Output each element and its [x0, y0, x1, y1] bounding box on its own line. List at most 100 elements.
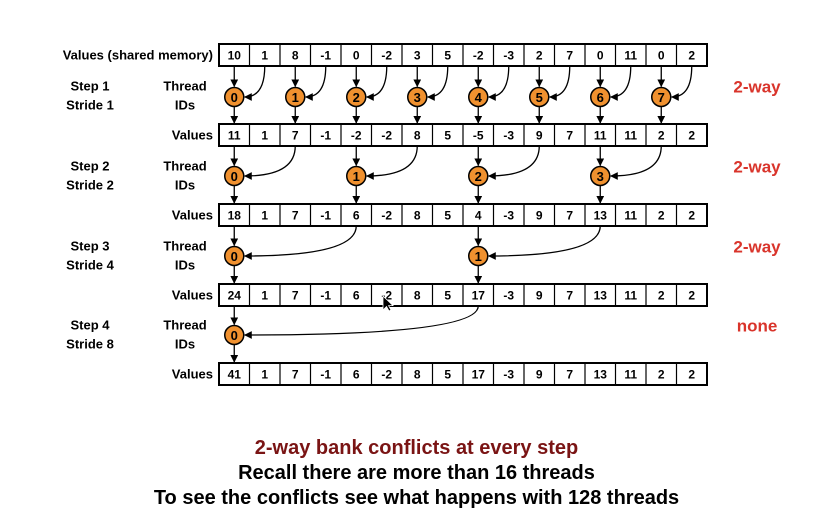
thread-id: 4	[475, 90, 483, 105]
value-cell: 13	[594, 368, 608, 382]
value-cell: -3	[503, 289, 514, 303]
conflict-label: 2-way	[733, 78, 781, 97]
value-cell: 5	[444, 289, 451, 303]
value-cell: 2	[658, 209, 665, 223]
thread-id: 0	[231, 249, 238, 264]
value-cell: 6	[353, 368, 360, 382]
value-cell: 2	[658, 289, 665, 303]
source-arrow	[670, 65, 693, 101]
value-cell: 5	[444, 129, 451, 143]
value-cell: 9	[536, 368, 543, 382]
thread-id: 0	[231, 328, 238, 343]
value-cell: 2	[536, 49, 543, 63]
thread-id: 0	[231, 169, 238, 184]
thread-circle	[224, 245, 245, 267]
value-cell: 7	[566, 368, 573, 382]
values-label: Values	[172, 208, 213, 223]
value-cell: 13	[594, 209, 608, 223]
stride-label: Stride 4	[66, 258, 114, 273]
thread-label: Thread	[163, 79, 206, 94]
thread-circle	[407, 86, 428, 108]
value-cell: -1	[320, 129, 331, 143]
value-cell: 5	[444, 368, 451, 382]
value-cell: 17	[472, 368, 486, 382]
value-cell: 5	[444, 49, 451, 63]
value-cell: 1	[261, 368, 268, 382]
stride-label: Stride 1	[66, 98, 114, 113]
conflict-label: 2-way	[733, 238, 781, 257]
source-arrow	[548, 65, 571, 101]
value-cell: 7	[292, 209, 299, 223]
value-cell: -1	[320, 209, 331, 223]
footer-conflict-summary: 2-way bank conflicts at every step	[254, 437, 579, 459]
value-cell: 0	[658, 49, 665, 63]
value-cell: 2	[688, 289, 695, 303]
value-cell: 11	[624, 49, 637, 63]
thread-id: 0	[231, 90, 238, 105]
value-cell: 18	[228, 209, 242, 223]
ids-label: IDs	[175, 337, 195, 352]
value-cell: 7	[566, 289, 573, 303]
value-cell: 11	[624, 289, 637, 303]
value-cell: 0	[353, 49, 360, 63]
value-cell: 41	[228, 368, 242, 382]
value-cell: 5	[444, 209, 451, 223]
value-cell: 2	[688, 49, 695, 63]
source-arrow	[487, 65, 510, 101]
thread-id: 2	[475, 169, 482, 184]
value-cell: 7	[566, 129, 573, 143]
thread-circle	[285, 86, 306, 108]
value-cell: 1	[261, 209, 268, 223]
value-cell: 2	[688, 368, 695, 382]
value-cell: -2	[381, 209, 392, 223]
step-label: Step 2	[70, 159, 109, 174]
value-cell: 2	[688, 209, 695, 223]
ids-label: IDs	[175, 178, 195, 193]
value-cell: -3	[503, 368, 514, 382]
values-label: Values	[172, 288, 213, 303]
footer-128-threads-note: To see the conflicts see what happens wi…	[153, 487, 680, 509]
value-cell: -1	[320, 368, 331, 382]
value-cell: 6	[353, 209, 360, 223]
values-label: Values	[172, 367, 213, 382]
value-cell: -3	[503, 49, 514, 63]
thread-circle	[346, 165, 367, 187]
value-cell: -3	[503, 129, 514, 143]
value-cell: 11	[624, 129, 637, 143]
value-cell: 7	[566, 209, 573, 223]
thread-id: 6	[597, 90, 604, 105]
thread-circle	[590, 86, 611, 108]
value-cell: 9	[536, 289, 543, 303]
thread-circle	[590, 165, 611, 187]
source-arrow	[243, 145, 296, 180]
value-cell: 7	[292, 289, 299, 303]
value-cell: 11	[228, 129, 241, 143]
shared-memory-values-label: Values (shared memory)	[63, 48, 213, 63]
value-cell: 11	[594, 129, 607, 143]
thread-label: Thread	[163, 159, 206, 174]
value-cell: 7	[566, 49, 573, 63]
step-label: Step 4	[70, 318, 110, 333]
mouse-cursor-icon	[382, 295, 394, 312]
value-cell: 11	[624, 368, 637, 382]
thread-circle	[468, 165, 489, 187]
stride-label: Stride 2	[66, 178, 114, 193]
source-arrow	[304, 65, 327, 101]
value-cell: -2	[381, 368, 392, 382]
thread-circle	[651, 86, 672, 108]
value-cell: -1	[320, 49, 331, 63]
value-cell: 0	[597, 49, 604, 63]
thread-id: 3	[414, 90, 421, 105]
value-cell: 7	[292, 129, 299, 143]
source-arrow	[487, 225, 601, 260]
source-arrow	[609, 145, 662, 180]
value-cell: 8	[292, 49, 299, 63]
value-cell: 6	[353, 289, 360, 303]
thread-label: Thread	[163, 239, 206, 254]
step-label: Step 3	[70, 239, 109, 254]
value-cell: -1	[320, 289, 331, 303]
value-cell: 9	[536, 209, 543, 223]
value-cell: 9	[536, 129, 543, 143]
thread-circle	[224, 86, 245, 108]
